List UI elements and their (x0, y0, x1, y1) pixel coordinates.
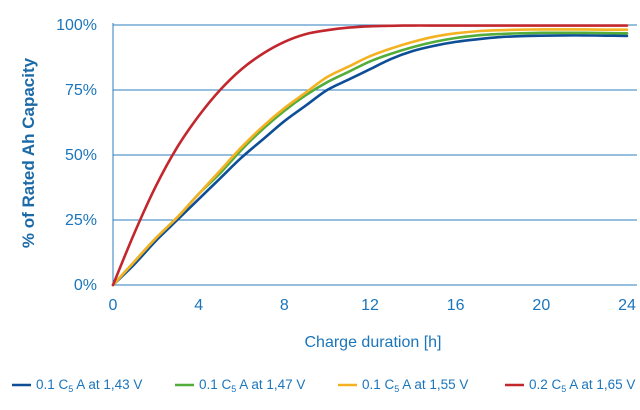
y-tick-label: 75% (65, 82, 97, 99)
x-axis-title: Charge duration [h] (305, 334, 442, 351)
x-tick-label: 8 (280, 297, 289, 314)
legend-label: 0.1 C5 A at 1,47 V (199, 377, 305, 394)
y-axis-title: % of Rated Ah Capacity (19, 57, 38, 248)
x-tick-label: 24 (618, 297, 636, 314)
legend-label: 0.1 C5 A at 1,43 V (36, 377, 142, 394)
series-line-4 (111, 24, 629, 287)
legend-item: 0.2 C5 A at 1,65 V (505, 377, 635, 394)
series-line-1 (111, 34, 629, 287)
axis-layer: 0% 25% 50% 75% 100% 0 4 8 12 16 20 24 (56, 17, 636, 314)
y-tick-label: 100% (56, 17, 97, 34)
y-tick-label: 50% (65, 147, 97, 164)
x-tick-label: 4 (194, 297, 203, 314)
legend-item: 0.1 C5 A at 1,55 V (338, 377, 468, 394)
legend-item: 0.1 C5 A at 1,43 V (12, 377, 142, 394)
x-tick-label: 12 (361, 297, 379, 314)
legend-item: 0.1 C5 A at 1,47 V (175, 377, 305, 394)
x-tick-label: 0 (109, 297, 118, 314)
x-tick-label: 16 (447, 297, 465, 314)
legend-label: 0.2 C5 A at 1,65 V (529, 377, 635, 394)
x-tick-label: 20 (532, 297, 550, 314)
series-line-3 (111, 28, 629, 287)
series-layer (111, 24, 629, 287)
y-tick-label: 0% (74, 277, 97, 294)
legend-label: 0.1 C5 A at 1,55 V (362, 377, 468, 394)
y-tick-label: 25% (65, 212, 97, 229)
grid-layer (113, 24, 637, 286)
legend: 0.1 C5 A at 1,43 V 0.1 C5 A at 1,47 V 0.1 … (12, 377, 635, 394)
